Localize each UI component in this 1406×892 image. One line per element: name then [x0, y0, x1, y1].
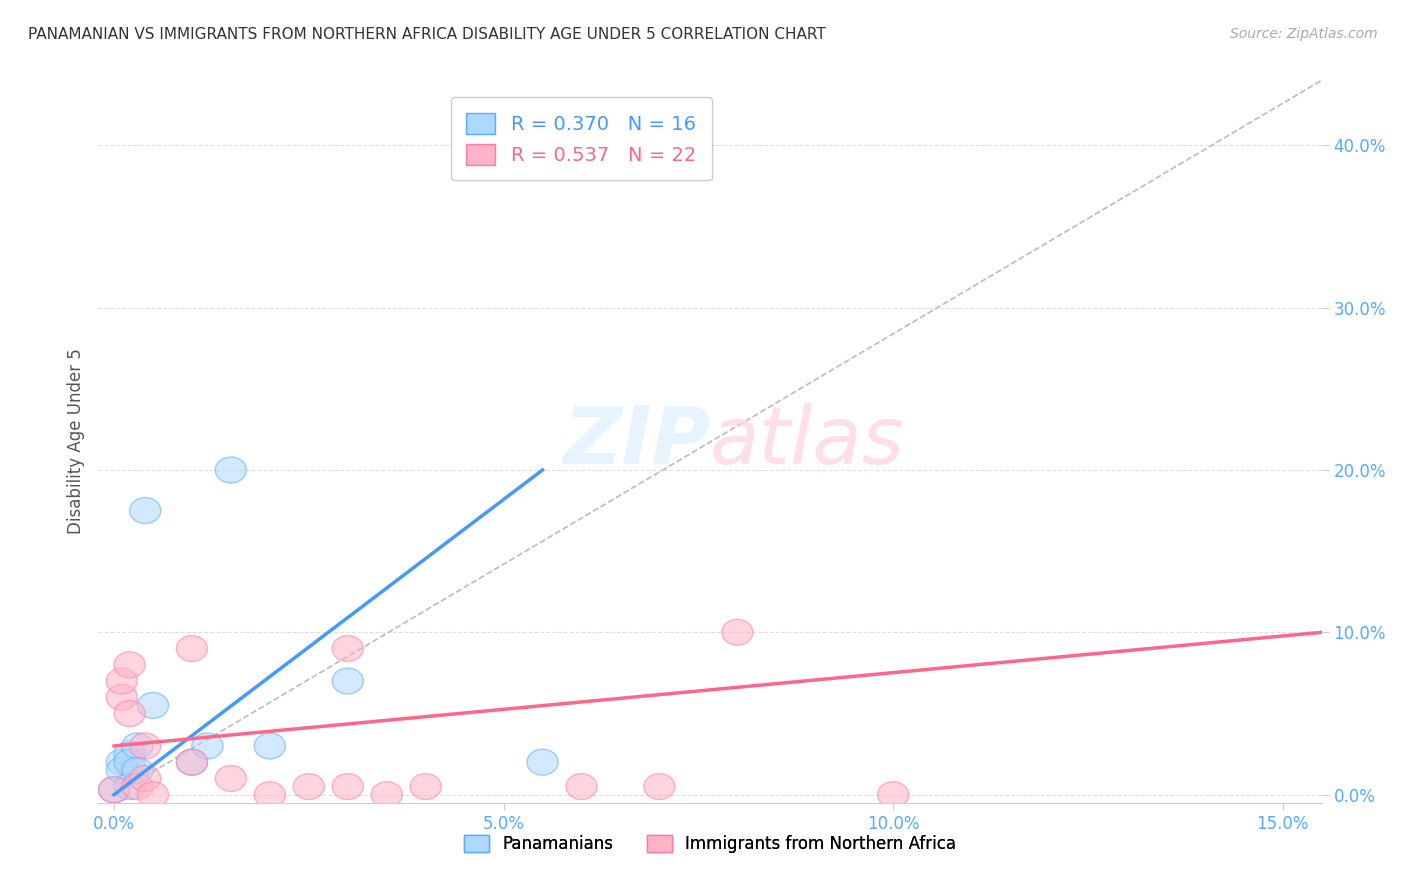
Ellipse shape — [114, 741, 145, 767]
Ellipse shape — [138, 692, 169, 718]
Ellipse shape — [332, 636, 363, 662]
Ellipse shape — [877, 781, 908, 807]
Ellipse shape — [411, 773, 441, 799]
Ellipse shape — [721, 619, 752, 645]
Ellipse shape — [98, 777, 129, 803]
Ellipse shape — [114, 749, 145, 775]
Ellipse shape — [527, 749, 558, 775]
Ellipse shape — [107, 757, 138, 783]
Ellipse shape — [332, 668, 363, 694]
Ellipse shape — [254, 733, 285, 759]
Ellipse shape — [122, 757, 153, 783]
Ellipse shape — [129, 733, 160, 759]
Ellipse shape — [114, 652, 145, 678]
Ellipse shape — [176, 636, 208, 662]
Y-axis label: Disability Age Under 5: Disability Age Under 5 — [66, 349, 84, 534]
Ellipse shape — [107, 749, 138, 775]
Ellipse shape — [138, 781, 169, 807]
Ellipse shape — [114, 773, 145, 799]
Ellipse shape — [191, 733, 224, 759]
Ellipse shape — [129, 765, 160, 791]
Ellipse shape — [107, 668, 138, 694]
Ellipse shape — [332, 773, 363, 799]
Text: ZIP: ZIP — [562, 402, 710, 481]
Ellipse shape — [98, 777, 129, 803]
Text: PANAMANIAN VS IMMIGRANTS FROM NORTHERN AFRICA DISABILITY AGE UNDER 5 CORRELATION: PANAMANIAN VS IMMIGRANTS FROM NORTHERN A… — [28, 27, 825, 42]
Ellipse shape — [129, 498, 160, 524]
Ellipse shape — [644, 773, 675, 799]
Ellipse shape — [176, 749, 208, 775]
Ellipse shape — [215, 457, 246, 483]
Ellipse shape — [371, 781, 402, 807]
Ellipse shape — [565, 773, 598, 799]
Ellipse shape — [107, 684, 138, 710]
Text: Source: ZipAtlas.com: Source: ZipAtlas.com — [1230, 27, 1378, 41]
Ellipse shape — [122, 773, 153, 799]
Ellipse shape — [254, 781, 285, 807]
Legend: Panamanians, Immigrants from Northern Africa: Panamanians, Immigrants from Northern Af… — [457, 828, 963, 860]
Text: atlas: atlas — [710, 402, 905, 481]
Ellipse shape — [176, 749, 208, 775]
Ellipse shape — [294, 773, 325, 799]
Ellipse shape — [215, 765, 246, 791]
Ellipse shape — [114, 700, 145, 726]
Ellipse shape — [122, 733, 153, 759]
